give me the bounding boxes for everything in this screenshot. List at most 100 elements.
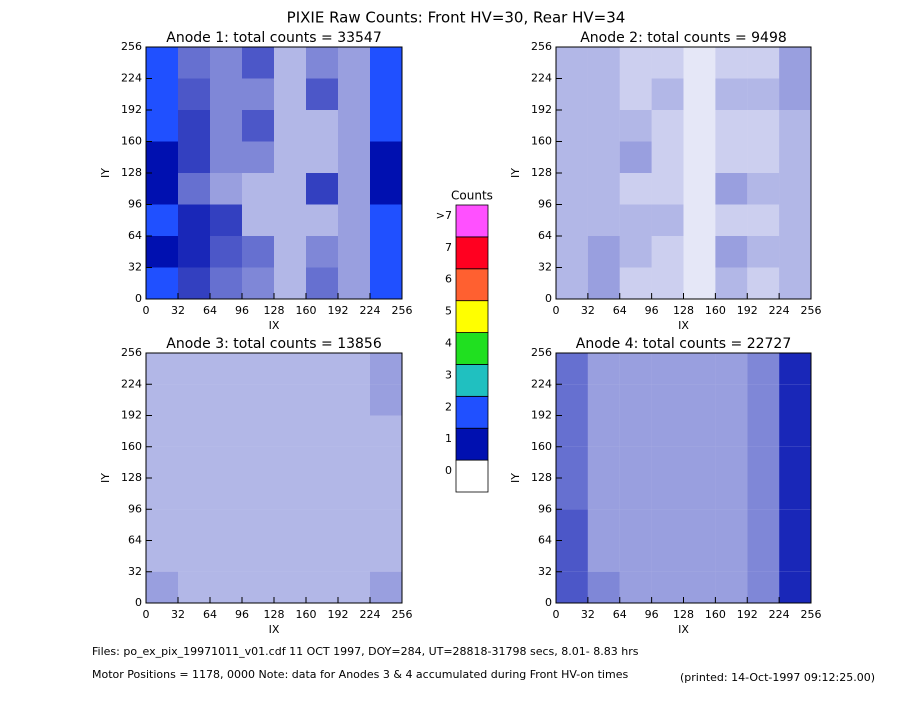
x-tick-label: 192 xyxy=(328,608,349,621)
density-cell xyxy=(178,384,210,416)
x-tick-label: 192 xyxy=(737,304,758,317)
density-cell xyxy=(556,78,588,110)
y-tick-label: 0 xyxy=(135,596,142,609)
y-tick-label: 32 xyxy=(128,565,142,578)
y-tick-label: 128 xyxy=(121,166,142,179)
y-tick-label: 64 xyxy=(538,229,552,242)
density-cell xyxy=(715,267,748,299)
y-tick-label: 160 xyxy=(531,135,552,148)
density-cell xyxy=(715,236,748,268)
density-cell xyxy=(747,415,780,447)
density-cell xyxy=(210,141,242,173)
density-cell xyxy=(651,509,684,541)
density-cell xyxy=(619,141,652,173)
density-cell xyxy=(779,415,811,447)
density-cell xyxy=(619,478,652,510)
density-cell xyxy=(779,141,811,173)
density-cell xyxy=(338,509,370,541)
density-cell xyxy=(715,446,748,478)
density-cell xyxy=(651,141,684,173)
density-cell xyxy=(651,353,684,385)
density-cell xyxy=(242,267,274,299)
density-cell xyxy=(370,236,402,268)
x-tick-label: 224 xyxy=(360,608,381,621)
density-cell xyxy=(178,415,210,447)
density-cell xyxy=(370,509,402,541)
density-cell xyxy=(587,446,620,478)
x-tick-label: 256 xyxy=(801,304,822,317)
density-cell xyxy=(370,110,402,142)
density-cell xyxy=(306,446,338,478)
density-cell xyxy=(651,384,684,416)
density-cell xyxy=(338,446,370,478)
density-cell xyxy=(651,540,684,572)
density-cell xyxy=(556,540,588,572)
density-cell xyxy=(556,446,588,478)
density-cell xyxy=(370,540,402,572)
y-tick-label: 96 xyxy=(538,198,552,211)
x-tick-label: 128 xyxy=(264,304,285,317)
y-axis-label: IY xyxy=(99,168,112,178)
y-tick-label: 192 xyxy=(531,103,552,116)
density-cell xyxy=(683,353,716,385)
density-cell xyxy=(306,173,338,205)
density-cell xyxy=(619,384,652,416)
density-cell xyxy=(619,173,652,205)
density-cell xyxy=(587,415,620,447)
density-cell xyxy=(274,173,306,205)
colorbar-box xyxy=(455,236,489,270)
density-cell xyxy=(178,236,210,268)
panel-title: Anode 1: total counts = 33547 xyxy=(166,30,381,46)
colorbar-label: 3 xyxy=(445,368,452,381)
density-cell xyxy=(306,509,338,541)
density-cell xyxy=(747,353,780,385)
density-cell xyxy=(683,571,716,603)
density-cell xyxy=(242,571,274,603)
density-cell xyxy=(587,78,620,110)
density-cell xyxy=(146,415,178,447)
panel-title: Anode 3: total counts = 13856 xyxy=(166,336,382,352)
density-cell xyxy=(274,384,306,416)
density-cell xyxy=(619,353,652,385)
density-cell xyxy=(747,173,780,205)
density-cell xyxy=(210,415,242,447)
colorbar-box xyxy=(455,300,489,333)
density-cell xyxy=(178,540,210,572)
density-cell xyxy=(651,267,684,299)
y-tick-label: 256 xyxy=(121,40,142,53)
x-tick-label: 256 xyxy=(801,608,822,621)
density-cell xyxy=(338,415,370,447)
density-cell xyxy=(274,110,306,142)
density-cell xyxy=(587,204,620,236)
density-cell xyxy=(747,267,780,299)
density-cell xyxy=(556,353,588,385)
x-tick-label: 64 xyxy=(613,304,627,317)
density-cell xyxy=(146,141,178,173)
density-cell xyxy=(715,204,748,236)
density-cell xyxy=(779,571,811,603)
density-cell xyxy=(651,110,684,142)
y-tick-label: 0 xyxy=(545,292,552,305)
x-tick-label: 32 xyxy=(171,608,185,621)
density-cell xyxy=(587,267,620,299)
y-axis-label: IY xyxy=(99,473,112,483)
x-tick-label: 160 xyxy=(296,608,317,621)
density-cell xyxy=(242,110,274,142)
density-cell xyxy=(274,78,306,110)
density-cell xyxy=(370,204,402,236)
y-tick-label: 64 xyxy=(538,534,552,547)
density-cell xyxy=(619,110,652,142)
x-tick-label: 128 xyxy=(673,304,694,317)
density-cell xyxy=(683,204,716,236)
density-cell xyxy=(651,478,684,510)
density-cell xyxy=(715,173,748,205)
x-tick-label: 0 xyxy=(553,304,560,317)
density-cell xyxy=(683,267,716,299)
density-cell xyxy=(587,141,620,173)
density-cell xyxy=(306,384,338,416)
density-cell xyxy=(338,141,370,173)
y-tick-label: 128 xyxy=(121,471,142,484)
density-cell xyxy=(779,353,811,385)
density-cell xyxy=(338,267,370,299)
colorbar-title: Counts xyxy=(451,189,493,203)
